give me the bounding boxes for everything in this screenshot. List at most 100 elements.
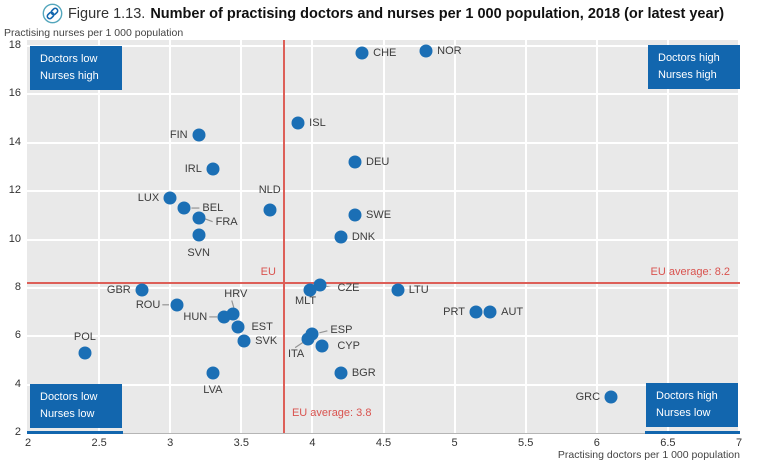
gridline-vertical [382,40,385,433]
x-tick-label: 6.5 [660,437,676,449]
point-label-POL: POL [73,331,96,344]
data-point-CYP[interactable] [315,339,329,353]
data-point-LUX[interactable] [163,191,177,205]
data-point-SVN[interactable] [192,228,206,242]
point-label-CZE: CZE [337,282,360,295]
gridline-horizontal [27,335,740,338]
point-label-CYP: CYP [337,339,360,352]
figure-header: Figure 1.13. Number of practising doctor… [0,3,766,24]
data-point-GRC[interactable] [604,390,618,404]
data-point-ISL[interactable] [291,116,305,130]
gridline-vertical [240,40,243,433]
quadrant-label-bottom-right: Doctors high Nurses low [646,383,738,427]
gridline-vertical [453,40,456,433]
point-label-NOR: NOR [437,44,462,57]
permalink-icon[interactable] [42,3,63,24]
point-label-ESP: ESP [330,323,353,336]
quadrant-label-bottom-left: Doctors low Nurses low [30,384,122,428]
x-tick-label: 6 [593,437,600,449]
y-tick-label: 8 [14,280,21,293]
point-label-SVN: SVN [187,246,210,259]
y-tick-label: 6 [14,329,21,342]
data-point-CZE[interactable] [313,278,326,292]
point-label-ITA: ITA [287,347,305,360]
gridline-horizontal [27,383,740,386]
point-label-HUN: HUN [183,310,208,323]
point-label-SWE: SWE [366,209,392,222]
quadrant-label-line: Nurses low [656,406,711,419]
point-label-HRV: HRV [224,288,248,301]
point-label-DNK: DNK [351,231,376,244]
data-point-ROU[interactable] [170,298,184,312]
quadrant-label-line: Nurses low [40,407,95,420]
quadrant-label-line: Nurses high [40,69,99,82]
y-tick-label: 2 [14,426,21,438]
quadrant-label-top-right: Doctors high Nurses high [648,45,740,89]
data-point-MLT[interactable] [303,283,317,297]
point-label-LVA: LVA [203,383,223,396]
data-point-BGR[interactable] [334,366,348,380]
data-point-SVK[interactable] [237,334,251,348]
data-point-BEL[interactable] [177,201,191,215]
gridline-vertical [98,40,101,433]
data-point-SWE[interactable] [348,208,362,222]
data-point-FIN[interactable] [192,128,206,142]
eu-average-nurses-text: EU average: 8.2 [650,266,731,279]
data-point-POL[interactable] [78,346,92,360]
data-point-NOR[interactable] [419,44,433,58]
point-label-PRT: PRT [443,306,465,319]
data-point-AUT[interactable] [483,305,497,319]
data-point-DNK[interactable] [334,230,348,244]
x-tick-label: 2.5 [91,437,107,449]
data-point-FRA[interactable] [192,211,206,225]
point-label-NLD: NLD [258,184,281,197]
gridline-vertical [524,40,527,433]
data-point-IRL[interactable] [206,162,220,176]
y-axis-ticks: 2 4 6 8 10 12 14 16 18 [0,39,23,438]
eu-label: EU [260,266,276,279]
connector-ESP [319,330,328,334]
x-tick-label: 4.5 [375,437,392,449]
point-label-AUT: AUT [501,306,524,319]
quadrant-label-line: Doctors high [656,390,718,402]
y-axis-title: Practising nurses per 1 000 population [4,27,184,39]
y-tick-label: 14 [8,135,21,148]
data-point-NLD[interactable] [263,203,277,217]
eu-average-doctors-line [282,40,285,433]
point-label-BEL: BEL [202,202,224,215]
point-label-LTU: LTU [408,284,429,297]
data-point-CHE[interactable] [355,46,369,60]
connector-FRA [204,218,213,223]
quadrant-label-line: Doctors high [658,52,720,64]
point-label-EST: EST [251,320,273,333]
y-tick-label: 10 [8,232,21,245]
data-point-GBR[interactable] [135,283,149,297]
x-tick-label: 5 [451,437,458,449]
y-tick-label: 12 [8,184,21,197]
point-label-IRL: IRL [184,163,202,176]
x-tick-label: 3.5 [233,437,249,449]
gridline-horizontal [27,286,740,289]
data-point-LTU[interactable] [391,283,405,297]
axis-segment-right [645,431,740,434]
data-point-LVA[interactable] [206,366,220,380]
connector-HRV [231,300,235,308]
quadrant-label-top-left: Doctors low Nurses high [30,46,122,90]
scatter-plot: EU EU average: 8.2 EU average: 3.8 Doctors … [27,40,740,434]
point-label-MLT: MLT [294,295,317,308]
gridline-horizontal [27,45,740,47]
data-point-HUN[interactable] [217,310,231,324]
quadrant-label-line: Nurses high [658,68,717,81]
gridline-horizontal [27,141,740,144]
data-point-PRT[interactable] [469,305,483,319]
point-label-FIN: FIN [169,129,188,142]
data-point-ITA[interactable] [301,332,315,346]
point-label-FRA: FRA [215,215,238,228]
data-point-DEU[interactable] [348,155,362,169]
point-label-GBR: GBR [106,284,131,297]
gridline-horizontal [27,93,740,96]
gridline-horizontal [27,190,740,193]
data-point-EST[interactable] [231,320,245,334]
point-label-LUX: LUX [137,192,160,205]
